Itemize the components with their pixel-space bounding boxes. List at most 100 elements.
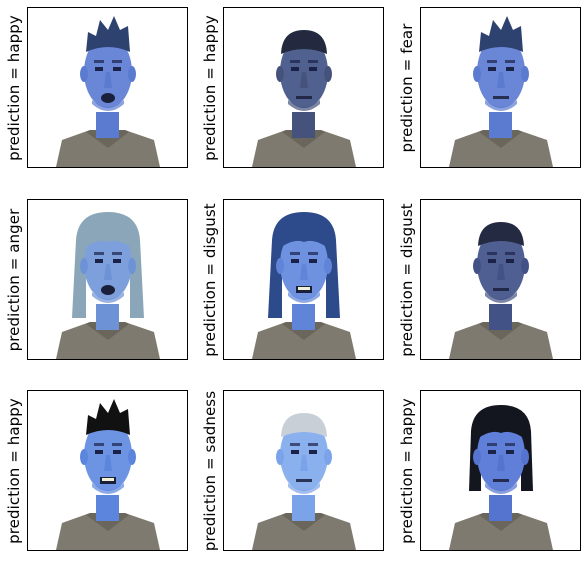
chin-shadow bbox=[92, 483, 124, 494]
grid-cell: prediction = happy bbox=[196, 7, 386, 169]
hair-top bbox=[281, 30, 327, 54]
eyebrow-right bbox=[308, 443, 318, 446]
nose bbox=[104, 264, 112, 280]
shirt bbox=[252, 322, 356, 359]
eyebrow-left bbox=[290, 60, 300, 63]
chin-shadow bbox=[288, 292, 320, 303]
shirt bbox=[449, 322, 553, 359]
eyebrow-left bbox=[487, 443, 497, 446]
chin-shadow bbox=[92, 292, 124, 303]
face-image bbox=[56, 16, 160, 167]
prediction-label: prediction = anger bbox=[5, 208, 23, 352]
eye-right bbox=[113, 450, 121, 454]
face-image-frame bbox=[420, 199, 581, 360]
neck bbox=[292, 495, 315, 521]
hair-top bbox=[478, 222, 524, 246]
eyebrow-left bbox=[290, 252, 300, 255]
face-image bbox=[449, 222, 553, 359]
nose bbox=[104, 72, 112, 88]
shirt bbox=[56, 513, 160, 550]
ear-left bbox=[473, 66, 481, 82]
eyebrow-right bbox=[505, 252, 515, 255]
eyebrow-left bbox=[290, 443, 300, 446]
eye-right bbox=[309, 450, 317, 454]
shirt bbox=[56, 130, 160, 167]
hair-top bbox=[280, 218, 328, 248]
eyebrow-right bbox=[112, 60, 122, 63]
face-image bbox=[252, 413, 356, 550]
ear-right bbox=[128, 449, 136, 465]
teeth bbox=[102, 478, 114, 481]
mouth bbox=[101, 285, 115, 295]
eye-left bbox=[291, 450, 299, 454]
face-image-frame bbox=[420, 390, 581, 551]
nose bbox=[497, 72, 505, 88]
mouth bbox=[296, 479, 312, 482]
chin-shadow bbox=[485, 292, 517, 303]
ear-left bbox=[473, 449, 481, 465]
face-image bbox=[252, 212, 356, 359]
eye-left bbox=[291, 67, 299, 71]
eyebrow-right bbox=[308, 252, 318, 255]
ear-right bbox=[521, 449, 529, 465]
grid-cell: prediction = happy bbox=[0, 390, 190, 552]
mouth bbox=[493, 479, 509, 482]
eye-right bbox=[506, 67, 514, 71]
eye-left bbox=[488, 259, 496, 263]
ear-right bbox=[324, 258, 332, 274]
ear-left bbox=[276, 449, 284, 465]
neck bbox=[489, 112, 512, 138]
ear-right bbox=[521, 258, 529, 274]
chin-shadow bbox=[485, 100, 517, 111]
eye-left bbox=[95, 259, 103, 263]
face-image bbox=[449, 405, 553, 550]
ear-left bbox=[473, 258, 481, 274]
shirt bbox=[449, 513, 553, 550]
eye-right bbox=[506, 259, 514, 263]
eyebrow-left bbox=[94, 60, 104, 63]
hair-top bbox=[84, 218, 132, 248]
face-image bbox=[56, 212, 160, 359]
neck bbox=[489, 304, 512, 330]
neck bbox=[292, 112, 315, 138]
grid-cell: prediction = fear bbox=[393, 7, 583, 169]
neck bbox=[96, 304, 119, 330]
ear-left bbox=[80, 258, 88, 274]
nose bbox=[300, 72, 308, 88]
prediction-label: prediction = disgust bbox=[398, 203, 416, 357]
hair-top bbox=[86, 399, 130, 435]
face-image-frame bbox=[223, 390, 384, 551]
mouth bbox=[493, 288, 509, 291]
shirt bbox=[449, 130, 553, 167]
eye-right bbox=[309, 67, 317, 71]
grid-cell: prediction = happy bbox=[393, 390, 583, 552]
chin-shadow bbox=[485, 483, 517, 494]
ear-left bbox=[80, 449, 88, 465]
chin-shadow bbox=[288, 483, 320, 494]
teeth bbox=[298, 287, 310, 290]
neck bbox=[292, 304, 315, 330]
face-image-frame bbox=[27, 390, 188, 551]
ear-right bbox=[128, 258, 136, 274]
hair-top bbox=[479, 16, 523, 52]
eyebrow-right bbox=[112, 443, 122, 446]
hair-top bbox=[477, 409, 525, 439]
eye-right bbox=[309, 259, 317, 263]
grid-cell: prediction = sadness bbox=[196, 390, 386, 552]
nose bbox=[497, 455, 505, 471]
hair-top bbox=[281, 413, 327, 437]
face-image-frame bbox=[223, 7, 384, 168]
prediction-label: prediction = sadness bbox=[201, 390, 219, 552]
grid-cell: prediction = happy bbox=[0, 7, 190, 169]
grid-cell: prediction = anger bbox=[0, 199, 190, 361]
prediction-label: prediction = happy bbox=[201, 15, 219, 161]
prediction-label: prediction = disgust bbox=[201, 203, 219, 357]
eye-left bbox=[488, 450, 496, 454]
ear-right bbox=[521, 66, 529, 82]
shirt bbox=[56, 322, 160, 359]
face-image-frame bbox=[27, 7, 188, 168]
grid-cell: prediction = disgust bbox=[393, 199, 583, 361]
face-image bbox=[449, 16, 553, 167]
eyebrow-left bbox=[487, 60, 497, 63]
